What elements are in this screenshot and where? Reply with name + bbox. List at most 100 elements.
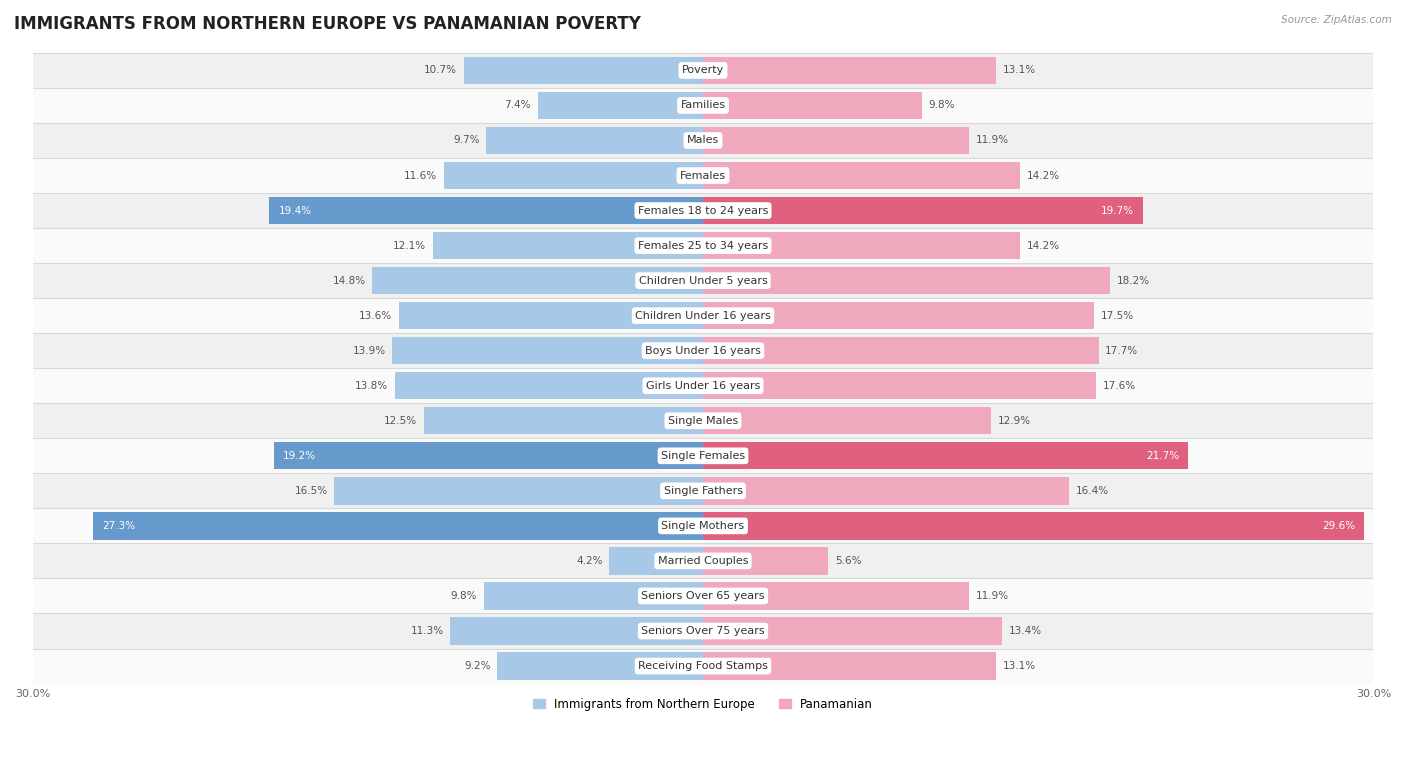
Text: 17.5%: 17.5% <box>1101 311 1133 321</box>
Text: IMMIGRANTS FROM NORTHERN EUROPE VS PANAMANIAN POVERTY: IMMIGRANTS FROM NORTHERN EUROPE VS PANAM… <box>14 15 641 33</box>
Bar <box>274 442 703 469</box>
Text: Seniors Over 75 years: Seniors Over 75 years <box>641 626 765 636</box>
Text: Girls Under 16 years: Girls Under 16 years <box>645 381 761 391</box>
Bar <box>395 372 703 399</box>
Bar <box>32 298 1374 334</box>
Text: Single Fathers: Single Fathers <box>664 486 742 496</box>
Text: Single Females: Single Females <box>661 451 745 461</box>
Text: 9.2%: 9.2% <box>464 661 491 671</box>
Text: 13.4%: 13.4% <box>1010 626 1042 636</box>
Text: 11.6%: 11.6% <box>404 171 437 180</box>
Legend: Immigrants from Northern Europe, Panamanian: Immigrants from Northern Europe, Panaman… <box>529 693 877 716</box>
Bar <box>703 478 1070 505</box>
Text: 7.4%: 7.4% <box>505 101 531 111</box>
Bar <box>32 123 1374 158</box>
Text: 12.1%: 12.1% <box>392 240 426 251</box>
Text: 12.5%: 12.5% <box>384 416 418 426</box>
Bar <box>703 162 1021 190</box>
Text: 9.7%: 9.7% <box>453 136 479 146</box>
Bar <box>703 372 1097 399</box>
Bar <box>464 57 703 84</box>
Bar <box>703 302 1094 329</box>
Bar <box>399 302 703 329</box>
Bar <box>703 582 969 609</box>
Text: 19.2%: 19.2% <box>283 451 316 461</box>
Bar <box>703 512 1364 540</box>
Text: Children Under 16 years: Children Under 16 years <box>636 311 770 321</box>
Bar <box>609 547 703 575</box>
Text: 13.6%: 13.6% <box>360 311 392 321</box>
Bar <box>433 232 703 259</box>
Text: 11.9%: 11.9% <box>976 591 1008 601</box>
Bar <box>32 543 1374 578</box>
Bar <box>32 649 1374 684</box>
Bar <box>703 617 1002 644</box>
Bar <box>450 617 703 644</box>
Bar <box>703 92 922 119</box>
Text: 12.9%: 12.9% <box>998 416 1031 426</box>
Bar <box>484 582 703 609</box>
Bar <box>93 512 703 540</box>
Bar <box>32 403 1374 438</box>
Text: 17.6%: 17.6% <box>1102 381 1136 391</box>
Text: Males: Males <box>688 136 718 146</box>
Text: 10.7%: 10.7% <box>425 65 457 75</box>
Bar <box>703 197 1143 224</box>
Bar <box>703 267 1109 294</box>
Text: Families: Families <box>681 101 725 111</box>
Bar <box>703 232 1021 259</box>
Text: 18.2%: 18.2% <box>1116 276 1150 286</box>
Text: 13.9%: 13.9% <box>353 346 385 356</box>
Text: 13.1%: 13.1% <box>1002 65 1036 75</box>
Text: 4.2%: 4.2% <box>576 556 602 566</box>
Text: Source: ZipAtlas.com: Source: ZipAtlas.com <box>1281 15 1392 25</box>
Text: Boys Under 16 years: Boys Under 16 years <box>645 346 761 356</box>
Bar <box>703 442 1188 469</box>
Bar <box>423 407 703 434</box>
Text: 16.4%: 16.4% <box>1076 486 1109 496</box>
Text: 9.8%: 9.8% <box>451 591 477 601</box>
Bar <box>703 57 995 84</box>
Bar <box>32 158 1374 193</box>
Bar <box>32 263 1374 298</box>
Text: Females 25 to 34 years: Females 25 to 34 years <box>638 240 768 251</box>
Bar <box>32 193 1374 228</box>
Bar <box>373 267 703 294</box>
Text: 14.2%: 14.2% <box>1026 171 1060 180</box>
Bar <box>32 578 1374 613</box>
Text: Poverty: Poverty <box>682 65 724 75</box>
Text: 29.6%: 29.6% <box>1323 521 1355 531</box>
Text: 11.9%: 11.9% <box>976 136 1008 146</box>
Text: Married Couples: Married Couples <box>658 556 748 566</box>
Bar <box>32 509 1374 543</box>
Text: Receiving Food Stamps: Receiving Food Stamps <box>638 661 768 671</box>
Text: 13.8%: 13.8% <box>354 381 388 391</box>
Bar <box>32 473 1374 509</box>
Bar <box>486 127 703 154</box>
Bar <box>703 337 1098 365</box>
Bar <box>703 127 969 154</box>
Text: 14.2%: 14.2% <box>1026 240 1060 251</box>
Text: 9.8%: 9.8% <box>929 101 955 111</box>
Bar <box>498 653 703 680</box>
Text: 21.7%: 21.7% <box>1146 451 1180 461</box>
Text: 11.3%: 11.3% <box>411 626 444 636</box>
Text: 19.7%: 19.7% <box>1101 205 1135 215</box>
Text: 14.8%: 14.8% <box>332 276 366 286</box>
Text: Seniors Over 65 years: Seniors Over 65 years <box>641 591 765 601</box>
Bar <box>703 653 995 680</box>
Bar <box>270 197 703 224</box>
Text: Children Under 5 years: Children Under 5 years <box>638 276 768 286</box>
Text: 5.6%: 5.6% <box>835 556 862 566</box>
Bar <box>32 438 1374 473</box>
Bar <box>703 547 828 575</box>
Text: 13.1%: 13.1% <box>1002 661 1036 671</box>
Bar <box>392 337 703 365</box>
Bar <box>537 92 703 119</box>
Bar <box>32 613 1374 649</box>
Text: Females 18 to 24 years: Females 18 to 24 years <box>638 205 768 215</box>
Bar <box>32 228 1374 263</box>
Text: 17.7%: 17.7% <box>1105 346 1139 356</box>
Text: 16.5%: 16.5% <box>294 486 328 496</box>
Bar <box>32 334 1374 368</box>
